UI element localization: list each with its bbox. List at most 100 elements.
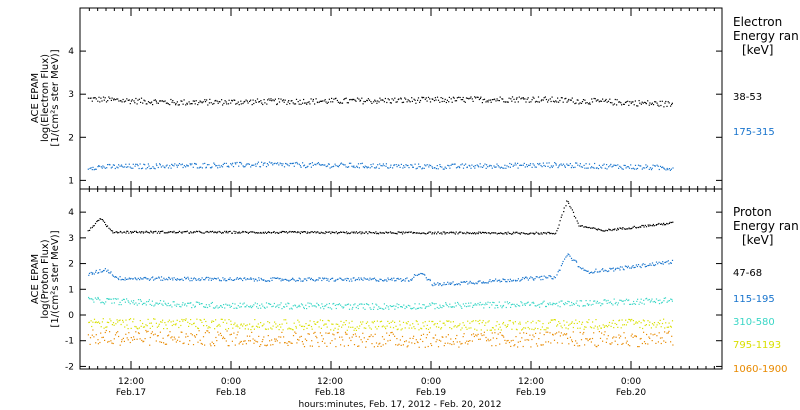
data-point [609,229,611,231]
data-point [624,101,627,104]
data-point [660,262,662,264]
data-point [332,277,334,279]
data-point [574,259,576,261]
data-point [310,166,312,168]
data-point [334,338,336,340]
data-point [399,166,401,168]
data-point [230,320,232,322]
data-point [356,278,359,281]
data-point [515,306,517,308]
data-point [448,232,450,234]
data-point [171,277,173,279]
data-point [440,340,442,342]
data-point [344,331,347,333]
data-point [356,97,359,99]
data-point [534,327,536,329]
data-point [295,325,297,328]
data-point [420,327,422,329]
data-point [613,164,615,166]
data-point [183,99,185,101]
data-point [551,278,553,280]
data-point [631,227,633,229]
data-point [507,339,509,342]
data-point [217,277,219,279]
data-point [137,277,139,279]
data-point [358,303,361,305]
data-point [208,304,210,306]
data-point [529,277,531,279]
data-point [523,98,525,100]
data-point [196,167,198,169]
data-point [492,301,494,303]
data-point [305,167,307,169]
data-point [356,165,358,167]
data-point [382,325,384,327]
data-point [278,101,281,103]
data-point [666,261,668,263]
data-point [344,304,346,306]
proton-ylabel-line2: log(Proton Flux) [40,239,51,318]
data-point [103,99,105,101]
data-point [320,231,322,233]
data-point [622,324,624,326]
data-point [324,232,326,235]
data-point [417,232,419,234]
data-point [147,318,149,320]
data-point [125,232,127,234]
data-point [529,163,532,165]
data-point [335,231,337,233]
data-point [118,100,120,102]
data-point [362,307,364,309]
data-point [523,332,525,334]
data-point [514,305,516,307]
data-point [204,279,206,281]
data-point [445,336,447,338]
data-point [566,255,568,257]
data-point [363,327,365,329]
data-point [635,322,637,324]
data-point [589,103,591,105]
data-point [226,322,228,324]
data-point [624,265,626,267]
data-point [406,277,408,279]
data-point [309,232,311,234]
data-point [251,231,253,233]
data-point [374,326,377,328]
data-point [373,101,375,103]
data-point [650,169,653,171]
data-point [220,318,222,320]
data-point [224,307,226,309]
data-point [563,303,565,305]
data-point [149,278,151,280]
data-point [643,331,645,333]
data-point [647,265,649,267]
data-point [168,319,170,321]
data-point [389,326,392,328]
data-point [364,308,366,310]
data-point [614,303,616,305]
data-point [296,161,298,164]
data-point [199,303,201,305]
data-point [519,332,521,334]
data-point [470,282,472,284]
data-point [398,304,400,306]
data-point [413,335,415,337]
data-point [112,322,115,324]
data-point [658,332,660,334]
data-point [193,231,195,233]
data-point [179,278,182,281]
proton-ytick-label: 4 [68,208,74,218]
data-point [173,336,175,338]
data-point [118,164,120,166]
data-point [254,339,256,341]
data-point [659,299,661,301]
data-point [513,164,515,166]
data-point [235,325,237,327]
data-point [533,164,535,166]
data-point [325,231,327,233]
data-point [644,101,646,103]
data-point [510,280,513,282]
data-point [491,332,493,334]
data-point [566,200,568,202]
data-point [315,279,317,281]
